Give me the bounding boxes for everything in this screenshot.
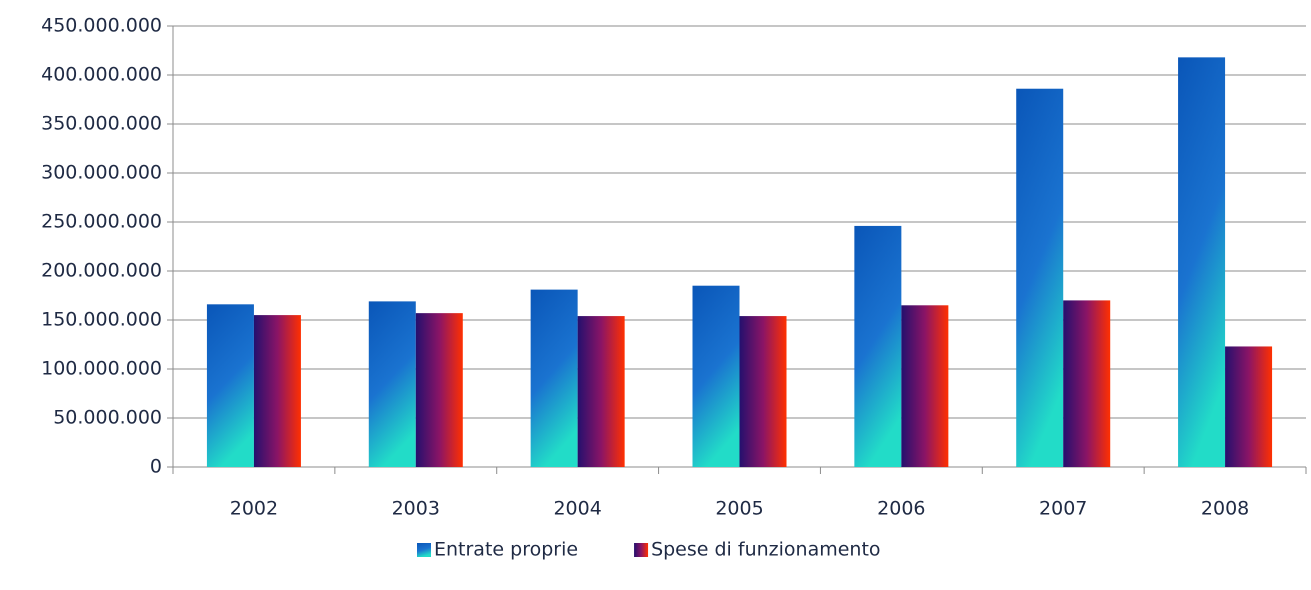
legend-swatch [417, 543, 431, 557]
bar [368, 301, 416, 467]
y-tick-label: 350.000.000 [41, 113, 162, 135]
y-tick-label: 400.000.000 [41, 64, 162, 86]
y-tick-label: 300.000.000 [41, 162, 162, 184]
x-tick-label: 2002 [230, 498, 278, 520]
bar [1016, 88, 1064, 467]
bar [1225, 346, 1273, 467]
x-tick-label: 2003 [392, 498, 440, 520]
x-tick-label: 2006 [877, 498, 925, 520]
y-tick-label: 0 [150, 456, 162, 478]
x-tick-label: 2007 [1039, 498, 1087, 520]
y-tick-label: 150.000.000 [41, 309, 162, 331]
bar [854, 225, 902, 467]
y-tick-label: 450.000.000 [41, 15, 162, 37]
y-tick-label: 200.000.000 [41, 260, 162, 282]
y-tick-label: 100.000.000 [41, 358, 162, 380]
bar [415, 313, 463, 467]
bar [530, 289, 578, 467]
legend-swatch [634, 543, 649, 557]
bar [739, 316, 787, 467]
y-tick-label: 250.000.000 [41, 211, 162, 233]
bar [692, 285, 740, 467]
bar [206, 304, 254, 467]
x-tick-label: 2005 [715, 498, 763, 520]
bar [1178, 57, 1226, 468]
legend-label: Entrate proprie [434, 539, 578, 561]
x-tick-label: 2008 [1201, 498, 1249, 520]
bar [1063, 300, 1111, 467]
bar [253, 315, 301, 467]
legend-label: Spese di funzionamento [651, 539, 880, 561]
y-tick-label: 50.000.000 [53, 407, 162, 429]
x-tick-label: 2004 [553, 498, 601, 520]
bar [901, 305, 949, 467]
bar [577, 316, 625, 467]
